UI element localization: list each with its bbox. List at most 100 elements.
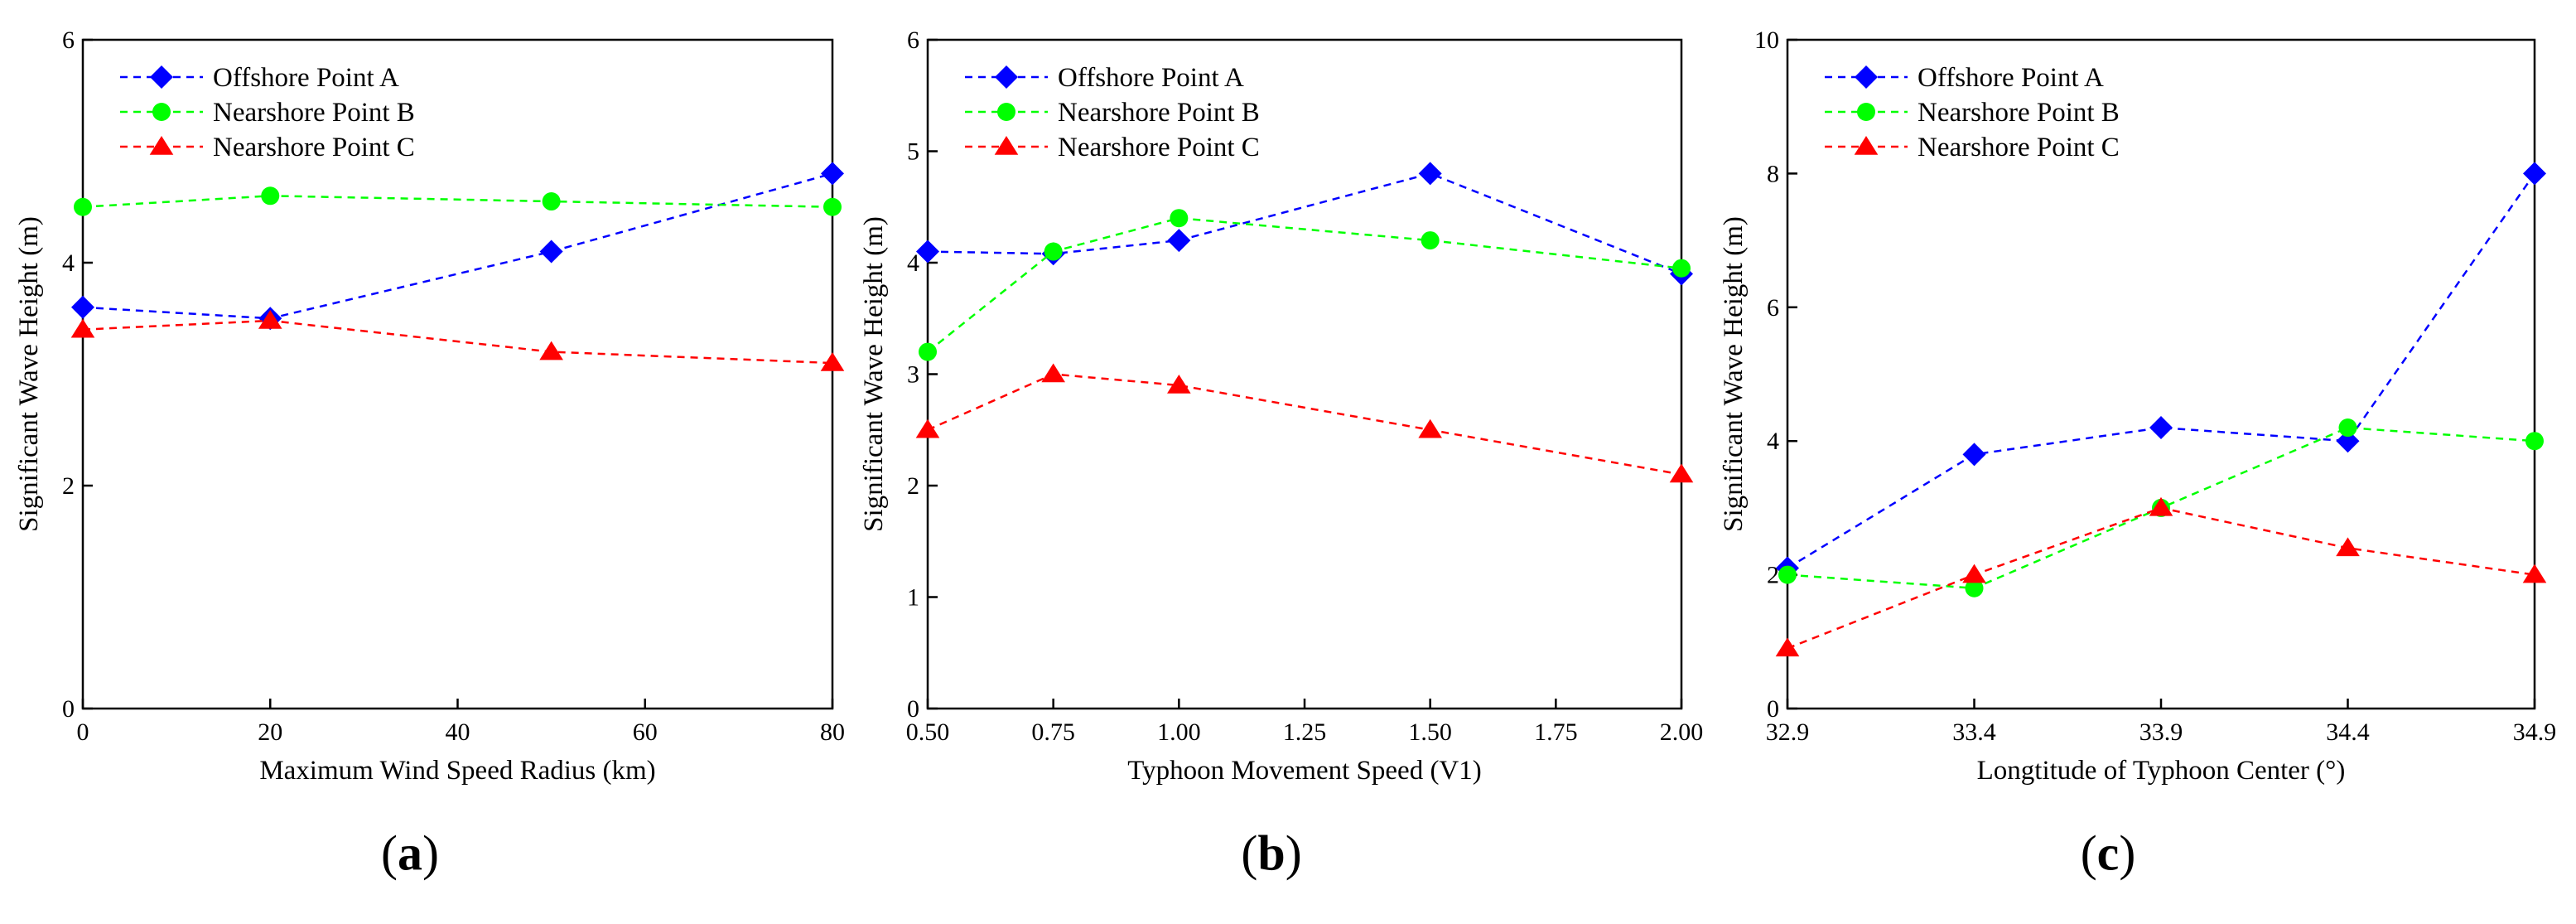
- data-point-nearshore-point-c: [1669, 463, 1694, 483]
- y-tick-label: 0: [1767, 695, 1779, 723]
- data-point-nearshore-point-c: [1418, 418, 1442, 438]
- x-tick-label: 34.9: [2513, 718, 2557, 746]
- data-point-nearshore-point-c: [1775, 637, 1800, 657]
- series-line-offshore-point-a: [927, 172, 1682, 275]
- data-point-offshore-point-a: [916, 239, 939, 264]
- series-line-nearshore-point-b: [82, 195, 833, 208]
- data-point-nearshore-point-b: [2338, 418, 2357, 438]
- data-point-nearshore-point-b: [919, 342, 937, 361]
- legend-marker-nearshore-point-c: [1854, 136, 1879, 155]
- y-tick-label: 4: [62, 249, 75, 277]
- legend-label-nearshore-point-b: Nearshore Point B: [1058, 98, 1260, 128]
- plot-frame-c: [1786, 38, 2536, 710]
- legend-label-nearshore-point-c: Nearshore Point C: [1058, 133, 1260, 162]
- panel-label-letter: a: [398, 825, 422, 881]
- legend-label-nearshore-point-c: Nearshore Point C: [213, 133, 415, 162]
- y-tick-label: 4: [1767, 428, 1779, 455]
- x-tick-label: 0: [77, 718, 89, 746]
- x-tick-label: 0.75: [1031, 718, 1075, 746]
- x-tick-label: 1.75: [1534, 718, 1578, 746]
- legend-marker-nearshore-point-c: [149, 136, 174, 155]
- data-point-nearshore-point-b: [2525, 432, 2544, 451]
- x-tick-label: 32.9: [1766, 718, 1810, 746]
- panel-label-b: (b): [1241, 825, 1302, 881]
- data-point-nearshore-point-b: [1421, 231, 1440, 250]
- legend-label-offshore-point-a: Offshore Point A: [213, 63, 399, 93]
- x-tick-label: 1.00: [1157, 718, 1201, 746]
- y-axis-title: Significant Wave Height (m): [859, 216, 889, 532]
- legend-label-offshore-point-a: Offshore Point A: [1918, 63, 2104, 93]
- data-point-nearshore-point-b: [1778, 565, 1797, 584]
- data-point-nearshore-point-c: [70, 318, 95, 338]
- x-tick-label: 1.25: [1283, 718, 1327, 746]
- y-tick-label: 0: [907, 695, 919, 723]
- legend-marker-offshore-point-a: [995, 65, 1018, 89]
- y-tick-label: 2: [62, 472, 75, 500]
- y-tick-label: 2: [1767, 562, 1779, 589]
- y-axis-title: Significant Wave Height (m): [14, 216, 44, 532]
- data-point-nearshore-point-b: [74, 197, 92, 216]
- data-point-nearshore-point-c: [2149, 496, 2173, 516]
- x-tick-label: 0.50: [906, 718, 950, 746]
- y-tick-label: 0: [62, 695, 75, 723]
- y-tick-label: 6: [907, 27, 919, 54]
- data-point-nearshore-point-c: [258, 309, 282, 329]
- data-point-nearshore-point-b: [1044, 242, 1063, 261]
- data-point-offshore-point-a: [2149, 416, 2173, 440]
- data-point-nearshore-point-c: [1041, 363, 1065, 383]
- chart-svg-b: 0.50 0.75 1.00 1.25 1.50 1.75 2.00 0 1 2 3 4 5 6 Typho…: [859, 27, 1704, 786]
- data-point-offshore-point-a: [1418, 162, 1442, 186]
- legend-marker-nearshore-point-b: [152, 103, 171, 121]
- data-point-offshore-point-a: [2523, 162, 2546, 186]
- data-point-nearshore-point-b: [1672, 259, 1691, 278]
- legend-marker-nearshore-point-c: [994, 136, 1019, 155]
- data-point-nearshore-point-c: [915, 418, 940, 438]
- series-line-offshore-point-a: [1787, 172, 2536, 569]
- y-tick-label: 3: [907, 361, 919, 389]
- y-tick-label: 5: [907, 138, 919, 166]
- y-tick-label: 6: [62, 27, 75, 54]
- data-point-offshore-point-a: [1962, 443, 1986, 467]
- data-point-nearshore-point-c: [1167, 374, 1191, 394]
- data-point-nearshore-point-b: [1170, 209, 1189, 228]
- data-point-nearshore-point-b: [823, 197, 842, 216]
- legend-marker-offshore-point-a: [150, 65, 173, 89]
- data-point-nearshore-point-c: [820, 352, 845, 371]
- y-tick-label: 2: [907, 472, 919, 500]
- legend-label-nearshore-point-b: Nearshore Point B: [1918, 98, 2120, 128]
- legend-label-nearshore-point-b: Nearshore Point B: [213, 98, 415, 128]
- x-tick-label: 33.9: [2139, 718, 2183, 746]
- panel-label-letter: c: [2096, 825, 2120, 881]
- x-tick-label: 20: [258, 718, 282, 746]
- y-tick-label: 4: [907, 249, 919, 277]
- legend-label-nearshore-point-c: Nearshore Point C: [1918, 133, 2120, 162]
- data-point-offshore-point-a: [821, 162, 844, 186]
- data-point-nearshore-point-b: [261, 186, 280, 206]
- plot-frame-b: [926, 38, 1683, 710]
- panel-label-a: (a): [381, 825, 439, 881]
- series-line-nearshore-point-c: [82, 319, 833, 365]
- x-tick-label: 60: [633, 718, 658, 746]
- series-line-nearshore-point-b: [927, 216, 1682, 353]
- x-tick-label: 2.00: [1660, 718, 1704, 746]
- legend-marker-offshore-point-a: [1855, 65, 1878, 89]
- chart-panel-c: 32.9 33.4 33.9 34.4 34.9 0 2 4 6 8 10 Longtitude of…: [1715, 0, 2576, 924]
- data-point-nearshore-point-c: [2522, 564, 2547, 583]
- data-point-nearshore-point-b: [542, 192, 561, 211]
- x-axis-title: Maximum Wind Speed Radius (km): [259, 756, 655, 786]
- x-tick-label: 1.50: [1408, 718, 1452, 746]
- series-line-nearshore-point-c: [927, 373, 1682, 476]
- data-point-offshore-point-a: [71, 295, 94, 319]
- legend-label-offshore-point-a: Offshore Point A: [1058, 63, 1244, 93]
- legend-marker-nearshore-point-b: [997, 103, 1015, 121]
- legend-marker-nearshore-point-b: [1857, 103, 1875, 121]
- y-axis-title: Significant Wave Height (m): [1719, 216, 1749, 532]
- series-line-offshore-point-a: [82, 172, 833, 320]
- x-tick-label: 80: [820, 718, 845, 746]
- data-point-nearshore-point-c: [539, 341, 563, 360]
- x-axis-title: Typhoon Movement Speed (V1): [1127, 756, 1482, 786]
- y-tick-label: 10: [1754, 27, 1779, 54]
- chart-svg-a: 0 20 40 60 80 0 2 4 6 Maximum Wind Speed Radius (…: [14, 27, 845, 786]
- data-point-nearshore-point-b: [1965, 578, 1984, 597]
- x-axis-title: Longtitude of Typhoon Center (°): [1977, 756, 2346, 786]
